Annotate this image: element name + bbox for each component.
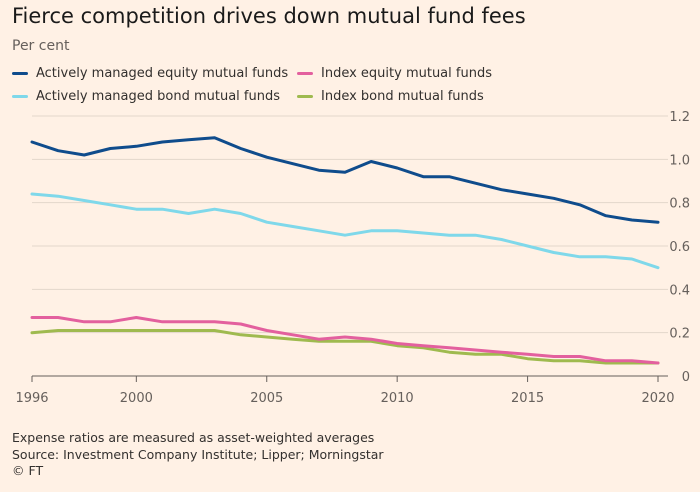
- footer-source: Source: Investment Company Institute; Li…: [12, 446, 384, 462]
- series-lines: [30, 136, 660, 365]
- legend-swatch: [297, 72, 313, 75]
- legend-swatch: [12, 72, 28, 75]
- y-tick-label: 0.8: [669, 197, 690, 212]
- legend-label: Index equity mutual funds: [321, 66, 492, 81]
- legend-label: Actively managed bond mutual funds: [36, 89, 280, 104]
- footer-note: Expense ratios are measured as asset-wei…: [12, 430, 375, 445]
- y-tick-label: 0: [682, 370, 690, 385]
- footer-credit: © FT: [12, 463, 44, 478]
- series-line-actively-managed-equity-mutual-funds: [30, 136, 660, 224]
- chart-subtitle: Per cent: [12, 38, 70, 54]
- y-tick-label: 1.2: [669, 110, 690, 125]
- legend-label: Actively managed equity mutual funds: [36, 66, 289, 81]
- legend-item-active-bond: Actively managed bond mutual funds: [12, 89, 280, 104]
- series-line-actively-managed-bond-mutual-funds: [30, 192, 660, 270]
- series-line-index-bond-mutual-funds: [30, 329, 660, 365]
- y-tick-label: 0.6: [669, 240, 690, 255]
- legend-swatch: [297, 95, 313, 98]
- legend-swatch: [12, 95, 28, 98]
- legend-item-active-equity: Actively managed equity mutual funds: [12, 66, 288, 81]
- x-tick-label: 2020: [641, 391, 674, 406]
- x-tick-label: 2015: [511, 391, 544, 406]
- y-tick-label: 0.2: [669, 327, 690, 342]
- legend-label: Index bond mutual funds: [321, 89, 484, 104]
- x-tick-label: 2000: [120, 391, 153, 406]
- grid: [32, 115, 668, 377]
- chart-title: Fierce competition drives down mutual fu…: [12, 4, 526, 28]
- axes: 0 0.2 0.4 0.6 0.8 1.0 1.2 1996 2000 2005 2010 2015 2…: [15, 110, 690, 406]
- y-tick-label: 1.0: [669, 153, 690, 168]
- footer: Expense ratios are measured as asset-wei…: [12, 430, 384, 480]
- series-line-index-equity-mutual-funds: [30, 316, 660, 365]
- y-tick-label: 0.4: [669, 283, 690, 298]
- x-tick-label: 1996: [15, 391, 48, 406]
- legend-item-index-bond: Index bond mutual funds: [297, 89, 484, 104]
- x-tick-label: 2010: [381, 391, 414, 406]
- x-tick-label: 2005: [250, 391, 283, 406]
- legend-item-index-equity: Index equity mutual funds: [297, 66, 492, 81]
